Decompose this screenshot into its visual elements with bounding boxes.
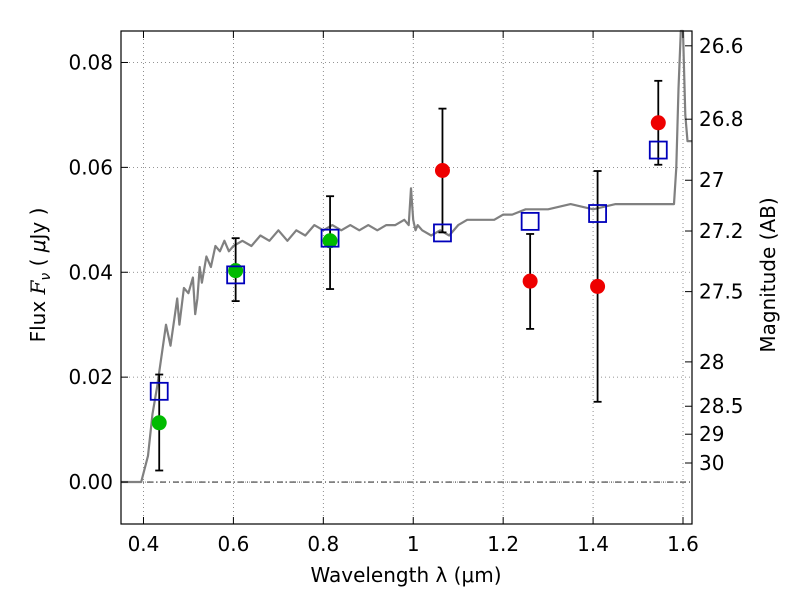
green-data-point bbox=[228, 263, 244, 279]
y-axis-ticks: 0.00 0.02 0.04 0.06 0.08 bbox=[68, 50, 128, 494]
x-tick-label: 0.8 bbox=[307, 532, 339, 556]
x-tick-label: 1.4 bbox=[577, 532, 609, 556]
y2-tick-label: 30 bbox=[699, 451, 724, 475]
model-square-point bbox=[588, 204, 607, 223]
red-data-point bbox=[590, 278, 606, 294]
x-tick-label: 1.6 bbox=[667, 532, 699, 556]
y-axis-label-subscript: ν bbox=[38, 273, 54, 281]
y-tick-label: 0.02 bbox=[68, 365, 113, 389]
model-spectrum-line bbox=[121, 29, 692, 484]
y-axis-label-suffix: Jy ) bbox=[26, 208, 50, 242]
x-axis-label: Wavelength λ (μm) bbox=[310, 563, 501, 587]
y-tick-label: 0.04 bbox=[68, 260, 113, 284]
y2-axis-ticks: 26.6 26.8 27 27.2 27.5 28 28.5 29 30 bbox=[685, 34, 744, 475]
model-square-point bbox=[226, 265, 246, 285]
y-tick-label: 0.06 bbox=[68, 155, 113, 179]
green-data-point bbox=[322, 233, 338, 249]
y2-tick-label: 26.6 bbox=[699, 34, 744, 58]
y-tick-label: 0.08 bbox=[68, 50, 113, 74]
y2-tick-label: 26.8 bbox=[699, 107, 744, 131]
red-data-point bbox=[650, 115, 666, 131]
y-axis-label-mid: ( bbox=[26, 252, 50, 273]
y2-tick-label: 27.5 bbox=[699, 280, 744, 304]
data-marks-layer bbox=[149, 79, 668, 472]
y2-tick-label: 29 bbox=[699, 422, 724, 446]
red-data-point bbox=[522, 273, 538, 289]
x-tick-label: 0.4 bbox=[128, 532, 160, 556]
x-tick-label: 1 bbox=[407, 532, 420, 556]
y-axis-label-mu: μ bbox=[26, 239, 50, 253]
y-axis-label: Flux Fν ( μJy ) bbox=[26, 208, 54, 343]
x-tick-label: 0.6 bbox=[217, 532, 249, 556]
red-data-point bbox=[434, 163, 450, 179]
x-axis-ticks: 0.4 0.6 0.8 1 1.2 1.4 1.6 bbox=[128, 31, 699, 556]
y2-tick-label: 28.5 bbox=[699, 394, 744, 418]
x-tick-label: 1.2 bbox=[487, 532, 519, 556]
model-square-point bbox=[520, 211, 540, 231]
grid-lines bbox=[121, 31, 692, 524]
plot-frame bbox=[120, 30, 693, 525]
model-square-point bbox=[149, 381, 169, 401]
y2-tick-label: 27 bbox=[699, 168, 724, 192]
model-square-point bbox=[433, 223, 452, 243]
y2-tick-label: 27.2 bbox=[699, 219, 744, 243]
y-tick-label: 0.00 bbox=[68, 470, 113, 494]
y2-axis-label: Magnitude (AB) bbox=[756, 197, 780, 352]
y-axis-label-prefix: Flux bbox=[26, 294, 50, 342]
green-data-point bbox=[151, 415, 167, 431]
model-square-point bbox=[648, 140, 668, 160]
model-square-point bbox=[320, 228, 340, 248]
y2-tick-label: 28 bbox=[699, 350, 724, 374]
model-spectrum-layer bbox=[121, 29, 692, 484]
y-axis-label-symbol: F bbox=[26, 279, 50, 295]
